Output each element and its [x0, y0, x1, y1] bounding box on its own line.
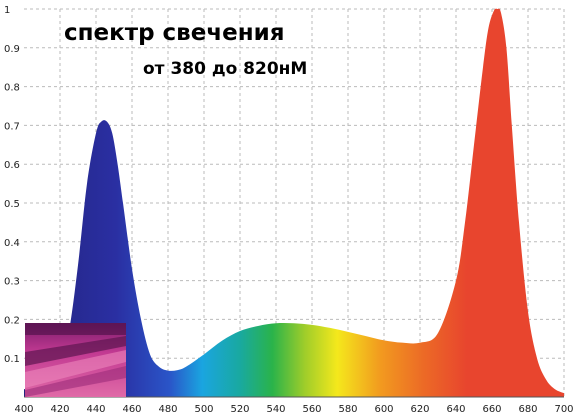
y-tick-label: 0.2 [4, 315, 20, 326]
x-tick-label: 620 [410, 404, 429, 415]
x-tick-label: 420 [50, 404, 69, 415]
x-tick-labels: 400 420 440 460 480 500 520 540 560 580 600 620 640 6… [14, 404, 573, 415]
y-tick-label: 1 [4, 5, 10, 16]
x-tick-label: 640 [446, 404, 465, 415]
x-tick-label: 480 [158, 404, 177, 415]
y-tick-label: 0.7 [4, 121, 20, 132]
x-tick-label: 520 [230, 404, 249, 415]
x-tick-label: 700 [554, 404, 573, 415]
x-tick-label: 600 [374, 404, 393, 415]
y-tick-labels: 0.1 0.2 0.3 0.4 0.5 0.6 0.7 0.8 0.9 1 [4, 5, 20, 365]
greenhouse-photo [25, 323, 126, 397]
x-tick-label: 540 [266, 404, 285, 415]
x-tick-label: 440 [86, 404, 105, 415]
chart-title: спектр свечения [64, 20, 285, 46]
y-tick-label: 0.3 [4, 277, 20, 288]
x-tick-label: 400 [14, 404, 33, 415]
x-tick-label: 460 [122, 404, 141, 415]
chart-subtitle: от 380 до 820нМ [143, 59, 307, 79]
x-tick-label: 680 [518, 404, 537, 415]
x-tick-label: 660 [482, 404, 501, 415]
y-tick-label: 0.8 [4, 83, 20, 94]
x-tick-label: 560 [302, 404, 321, 415]
y-tick-label: 0.6 [4, 160, 20, 171]
x-tick-label: 580 [338, 404, 357, 415]
y-tick-label: 0.4 [4, 238, 20, 249]
y-tick-label: 0.9 [4, 44, 20, 55]
x-tick-label: 500 [194, 404, 213, 415]
y-tick-label: 0.5 [4, 199, 20, 210]
y-tick-label: 0.1 [4, 354, 20, 365]
